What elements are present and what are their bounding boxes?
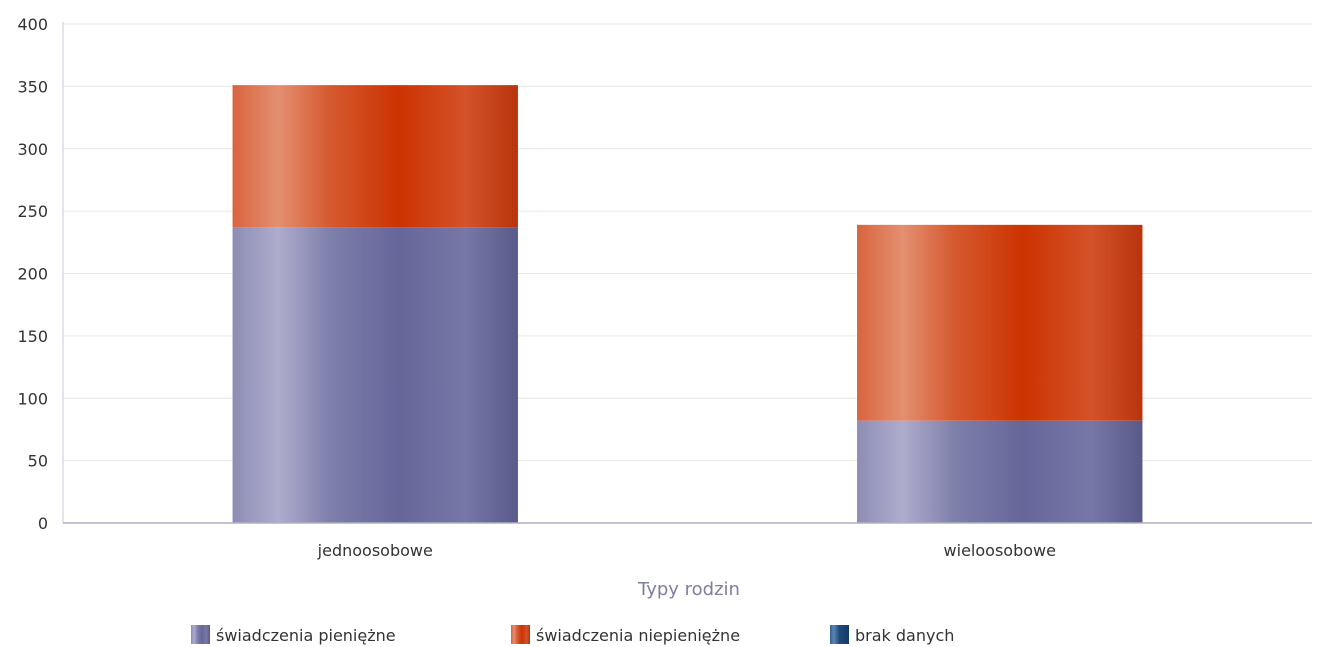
bar-wieloosobowe-series-1[interactable] xyxy=(857,224,1143,421)
y-tick-label: 300 xyxy=(17,140,48,159)
bar-jednoosobowe-series-0[interactable] xyxy=(232,227,518,523)
y-tick-label: 200 xyxy=(17,265,48,284)
y-tick-label: 400 xyxy=(17,15,48,34)
y-tick-label: 0 xyxy=(38,514,48,533)
x-tick-label: wieloosobowe xyxy=(944,541,1056,560)
legend-swatch xyxy=(511,625,530,644)
y-tick-label: 350 xyxy=(17,77,48,96)
y-tick-label: 100 xyxy=(17,389,48,408)
legend-swatch xyxy=(830,625,849,644)
legend-item[interactable]: świadczenia pieniężne xyxy=(191,625,396,645)
legend: świadczenia pieniężne świadczenia niepien… xyxy=(191,625,954,645)
bar-jednoosobowe-series-1[interactable] xyxy=(232,85,518,228)
y-tick-label: 150 xyxy=(17,327,48,346)
bar-wieloosobowe-series-0[interactable] xyxy=(857,420,1143,523)
legend-label: świadczenia niepieniężne xyxy=(536,626,740,645)
legend-item[interactable]: brak danych xyxy=(830,625,954,645)
y-tick-label: 250 xyxy=(17,202,48,221)
legend-label: brak danych xyxy=(855,626,954,645)
legend-label: świadczenia pieniężne xyxy=(216,626,396,645)
y-tick-label: 50 xyxy=(28,452,48,471)
legend-item[interactable]: świadczenia niepieniężne xyxy=(511,625,740,645)
labels: 0 50 100 150 200 250 300 350 400 jednoosobowe wiel… xyxy=(17,15,1056,560)
legend-swatch xyxy=(191,625,210,644)
x-tick-label: jednoosobowe xyxy=(317,541,433,560)
x-axis-title: Typy rodzin xyxy=(637,579,740,600)
bars xyxy=(232,85,1143,523)
axes xyxy=(62,22,1312,524)
